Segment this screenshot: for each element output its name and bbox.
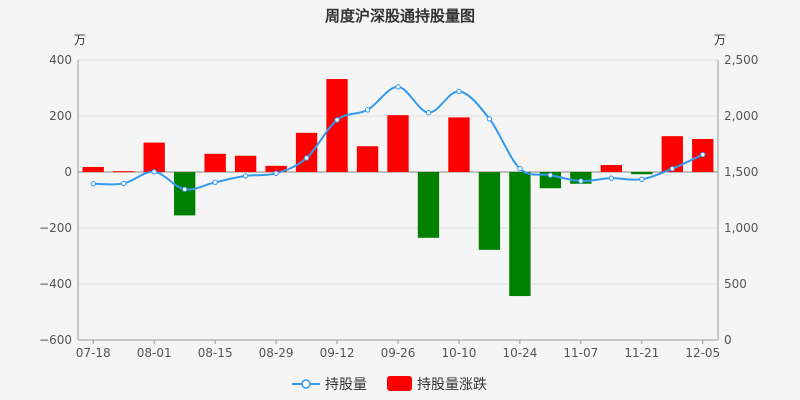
bar: [265, 165, 287, 172]
line-point: [364, 107, 371, 113]
x-tick-label: 08-01: [137, 346, 172, 360]
y-left-tick-label: −200: [39, 221, 72, 235]
line-series: [90, 84, 706, 193]
line-point: [303, 155, 310, 161]
legend-bar-swatch: [387, 376, 412, 391]
line-point: [334, 117, 340, 123]
legend-label-line: 持股量: [325, 377, 367, 393]
bar: [661, 136, 683, 172]
y-left-tick-label: 0: [64, 165, 72, 179]
y-right-tick-label: 2,500: [724, 53, 758, 67]
y-left-tick-label: −400: [39, 277, 72, 291]
line-point: [486, 116, 493, 122]
y-right-tick-label: 1,500: [724, 165, 758, 179]
line-point: [181, 186, 188, 193]
bar: [326, 79, 348, 172]
bar: [509, 172, 531, 297]
bar: [204, 153, 226, 172]
y-left-tick-label: 400: [49, 53, 72, 67]
bar: [295, 132, 318, 172]
bar: [356, 146, 379, 172]
x-tick-label: 10-24: [502, 346, 537, 360]
bar: [143, 142, 165, 172]
y-right-tick-label: 1,000: [724, 221, 758, 235]
x-tick-label: 08-15: [198, 346, 233, 360]
y-right-tick-label: 2,000: [724, 109, 758, 123]
line-point: [517, 165, 523, 172]
x-tick-label: 11-21: [624, 346, 659, 360]
bar: [234, 155, 257, 172]
line-point: [242, 173, 249, 179]
line-point: [425, 109, 432, 116]
y-right-tick-label: 0: [724, 333, 732, 347]
legend-label-bar: 持股量涨跌: [417, 377, 487, 393]
line-point: [547, 172, 554, 178]
bar: [600, 165, 622, 172]
y-left-tick-label: 200: [49, 109, 72, 123]
x-tick-label: 12-05: [685, 346, 720, 360]
line-point: [639, 176, 645, 182]
x-tick-label: 10-10: [442, 346, 477, 360]
line-point: [151, 169, 157, 175]
x-tick-label: 08-29: [259, 346, 294, 360]
line-point: [121, 180, 127, 187]
axis-ticks: 400 200 0 −200 −400 −600 2,500 2,000 1,500 1,000 5…: [39, 53, 758, 360]
x-tick-label: 09-12: [320, 346, 355, 360]
y-right-tick-label: 500: [724, 277, 747, 291]
left-axis-unit: 万: [74, 33, 86, 47]
legend: 持股量 持股量涨跌: [292, 376, 487, 393]
bar: [478, 172, 501, 250]
bar: [82, 166, 104, 172]
bar: [570, 172, 592, 184]
bar: [387, 115, 409, 172]
legend-line-marker: [301, 379, 311, 389]
line-point: [395, 84, 401, 90]
bar: [631, 172, 653, 175]
legend-item-bar[interactable]: 持股量涨跌: [387, 376, 487, 393]
y-left-tick-label: −600: [39, 333, 72, 347]
x-tick-label: 07-18: [76, 346, 111, 360]
line-point: [578, 178, 584, 184]
bar: [448, 117, 470, 172]
right-axis-unit: 万: [714, 33, 726, 47]
line-point: [212, 179, 218, 186]
chart-title: 周度沪深股通持股量图: [325, 7, 475, 25]
legend-item-line[interactable]: 持股量: [292, 377, 367, 393]
line-point: [273, 170, 279, 177]
line-point: [456, 88, 462, 95]
x-tick-label: 09-26: [381, 346, 416, 360]
line-point: [700, 151, 706, 158]
bar: [174, 172, 196, 216]
bar: [417, 172, 440, 238]
line-point: [669, 165, 675, 172]
bar: [113, 171, 135, 173]
line-point: [90, 181, 96, 187]
x-tick-label: 11-07: [563, 346, 598, 360]
bar-series: [82, 79, 714, 297]
line-point: [608, 175, 615, 181]
